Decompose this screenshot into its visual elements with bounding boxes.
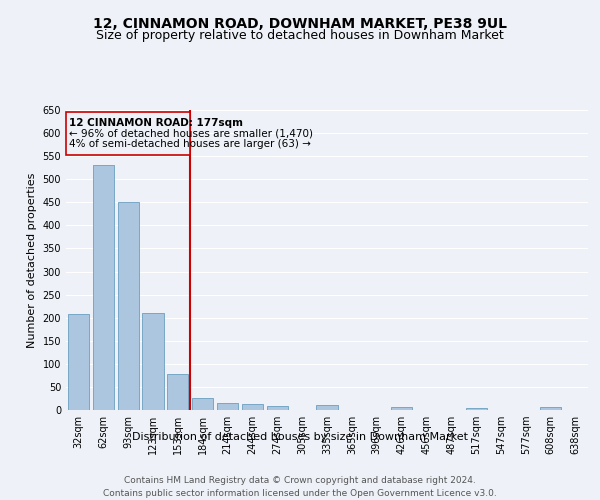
- Bar: [242, 404, 263, 410]
- Bar: [217, 403, 238, 410]
- Bar: [540, 407, 561, 410]
- Bar: [68, 314, 89, 410]
- Bar: [167, 374, 188, 410]
- Bar: [391, 407, 412, 410]
- Text: ← 96% of detached houses are smaller (1,470): ← 96% of detached houses are smaller (1,…: [69, 128, 313, 138]
- Bar: [142, 313, 164, 410]
- Text: 4% of semi-detached houses are larger (63) →: 4% of semi-detached houses are larger (6…: [69, 138, 311, 148]
- Bar: [118, 202, 139, 410]
- Bar: [316, 406, 338, 410]
- Bar: [192, 398, 213, 410]
- Bar: [466, 408, 487, 410]
- Text: 12, CINNAMON ROAD, DOWNHAM MARKET, PE38 9UL: 12, CINNAMON ROAD, DOWNHAM MARKET, PE38 …: [93, 18, 507, 32]
- Y-axis label: Number of detached properties: Number of detached properties: [27, 172, 37, 348]
- Text: Size of property relative to detached houses in Downham Market: Size of property relative to detached ho…: [96, 29, 504, 42]
- Text: 12 CINNAMON ROAD: 177sqm: 12 CINNAMON ROAD: 177sqm: [69, 118, 243, 128]
- FancyBboxPatch shape: [66, 112, 190, 155]
- Bar: [93, 166, 114, 410]
- Text: Contains HM Land Registry data © Crown copyright and database right 2024.
Contai: Contains HM Land Registry data © Crown c…: [103, 476, 497, 498]
- Text: Distribution of detached houses by size in Downham Market: Distribution of detached houses by size …: [132, 432, 468, 442]
- Bar: [267, 406, 288, 410]
